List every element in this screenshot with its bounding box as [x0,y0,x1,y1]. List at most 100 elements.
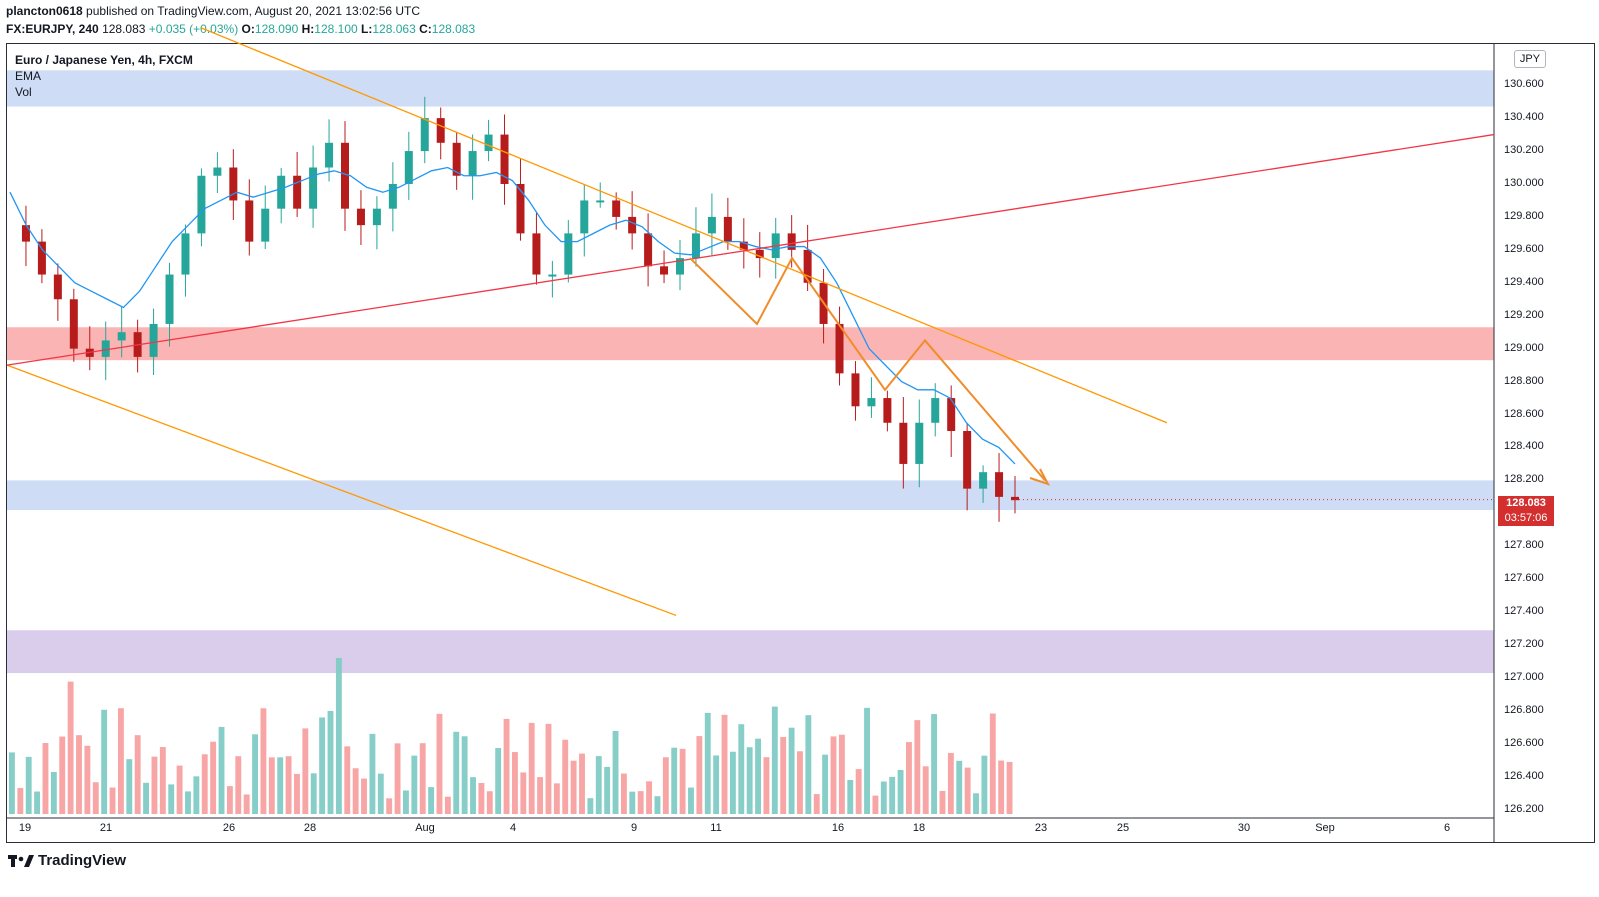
volume-bar [34,791,41,814]
volume-bar [42,743,49,814]
zone-resistance-blue [7,70,1494,107]
volume-bar [226,786,233,814]
candle-body [356,208,365,226]
volume-bar [637,791,644,814]
candle-body [580,200,589,234]
candle-body [325,142,334,168]
volume-bar [646,781,653,814]
chart-frame[interactable] [6,43,1595,843]
volume-bar [671,747,678,814]
candle-body [707,216,716,234]
zone-support-blue [7,480,1494,511]
volume-bar [1006,761,1013,814]
volume-bar [629,791,636,814]
author-name[interactable]: plancton0618 [6,4,83,18]
volume-bar [176,765,183,814]
candle-body [532,233,541,275]
volume-bar [696,736,703,814]
bar-countdown: 03:57:06 [1498,511,1554,526]
zone-resistance-red [7,327,1494,361]
ema-line [9,166,1016,465]
last-price-tag: 128.083 [1498,496,1554,511]
candle-body [755,249,764,259]
volume-bar [126,759,133,814]
volume-bar [864,707,870,814]
tradingview-logo[interactable]: TradingView [8,852,126,869]
volume-bar [838,734,845,814]
candle-body [21,225,30,242]
volume-bar [143,782,150,814]
volume-bar [310,773,317,814]
price-tick: 129.200 [1504,308,1544,321]
trendline-lower-descending [6,364,677,617]
volume-bar [914,720,921,814]
candle-body [867,398,876,407]
candle-body [436,118,445,143]
time-tick: 25 [1116,822,1130,834]
volume-bar [428,787,435,814]
chart-legend: Euro / Japanese Yen, 4h, FXCM EMA Vol [15,52,193,100]
price-tick: 127.800 [1504,539,1544,552]
volume-bar [746,747,753,814]
price-tick: 130.400 [1504,111,1544,124]
volume-bar [210,741,217,814]
volume-bar [822,754,829,814]
currency-badge[interactable]: JPY [1514,50,1546,68]
volume-bar [553,783,560,814]
volume-bar [134,735,141,814]
price-tick: 130.600 [1504,78,1544,91]
legend-vol[interactable]: Vol [15,85,32,99]
volume-bar [377,773,384,814]
volume-bar [285,756,292,814]
volume-bar [830,736,837,814]
volume-bar [755,738,761,814]
candle-body [149,323,158,357]
volume-bar [880,781,887,814]
volume-bar [855,769,862,814]
candle-body [53,274,62,300]
price-tick: 128.200 [1504,473,1544,486]
legend-ema[interactable]: EMA [15,69,42,83]
price-tick: 126.200 [1504,802,1544,815]
volume-bar [981,755,988,814]
volume-bar [956,760,963,814]
volume-bar [947,752,954,814]
candle-body [963,431,972,489]
time-tick: 16 [831,822,845,834]
low-label: L: [361,22,373,36]
volume-bar [738,724,745,814]
candle-body [181,233,190,275]
volume-bar [50,771,57,814]
trendline-upper-descending [200,26,1168,424]
publish-info: plancton0618 published on TradingView.co… [6,4,420,18]
volume-bar [788,727,795,814]
volume-bar [579,753,585,814]
price-tick: 128.600 [1504,407,1544,420]
candle-body [915,422,924,464]
candle-body [676,258,684,275]
close-label: C: [419,22,432,36]
volume-bar [344,746,351,814]
volume-bar [897,769,904,814]
volume-bar [662,757,669,814]
volume-bar [528,722,535,814]
volume-bar [193,776,200,814]
volume-bar [931,714,938,814]
volume-bar [25,756,32,814]
candle-body [245,200,254,242]
volume-bar [218,726,225,814]
candle-body [117,332,126,341]
volume-bar [780,737,787,814]
volume-bar [243,794,250,814]
candle-body [468,151,477,176]
open-value: 128.090 [254,22,299,36]
candle-body [691,233,700,259]
tradingview-icon [8,854,34,867]
candle-body [899,422,908,464]
price-tick: 127.600 [1504,572,1544,585]
volume-bar [101,709,108,814]
last-price: 128.083 [102,22,146,36]
volume-bar [76,735,82,814]
volume-bar [612,730,619,814]
